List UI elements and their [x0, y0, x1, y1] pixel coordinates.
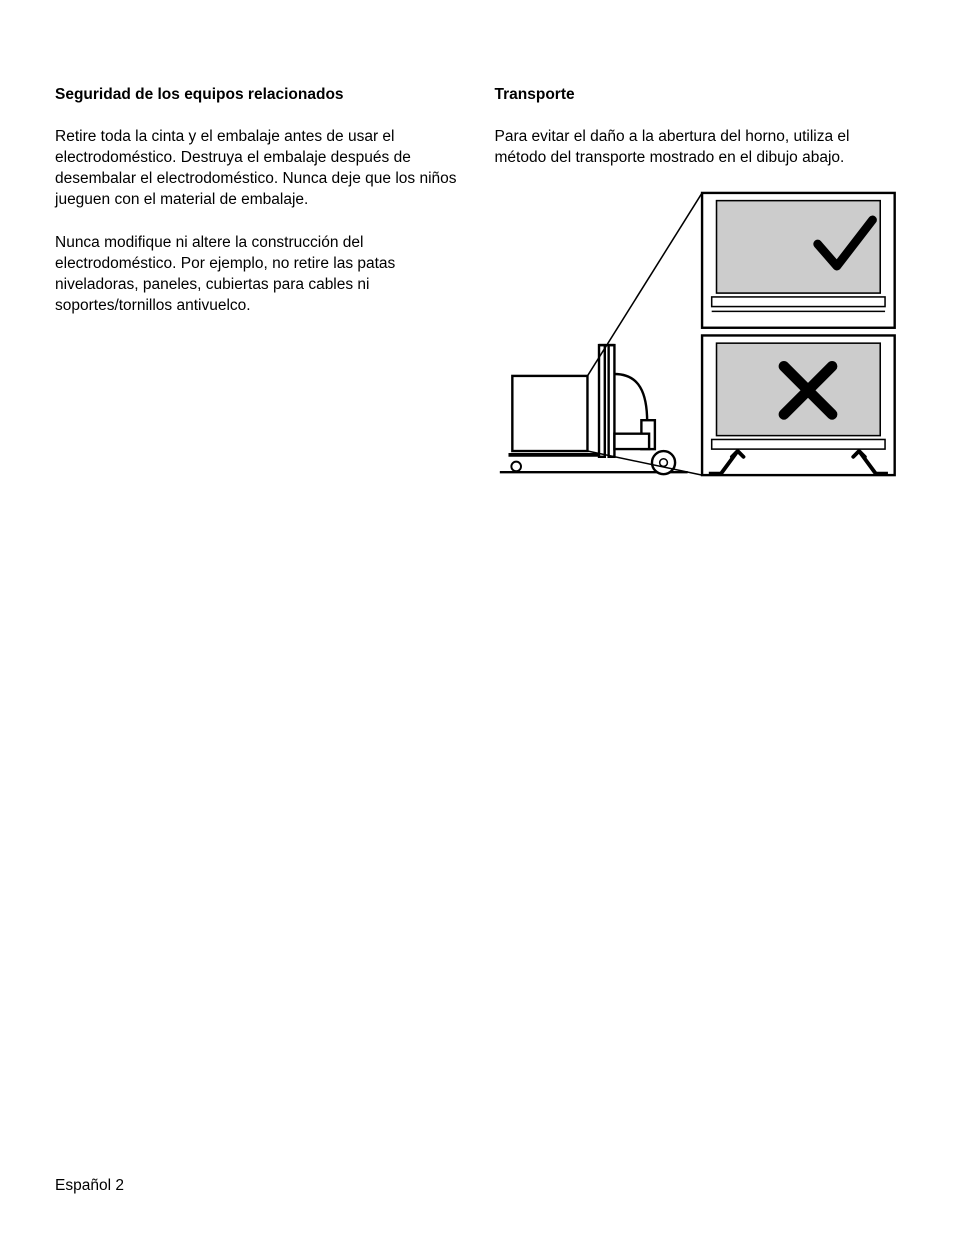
left-paragraph-2: Nunca modifique ni altere la construcció…	[55, 233, 460, 317]
document-page: Seguridad de los equipos relacionados Re…	[0, 0, 954, 1235]
page-footer: Español 2	[55, 1177, 124, 1195]
right-heading: Transporte	[495, 85, 900, 105]
left-paragraph-1: Retire toda la cinta y el embalaje antes…	[55, 127, 460, 211]
right-paragraph-1: Para evitar el daño a la abertura del ho…	[495, 127, 900, 169]
left-column: Seguridad de los equipos relacionados Re…	[55, 85, 460, 485]
left-heading: Seguridad de los equipos relacionados	[55, 85, 460, 105]
transport-diagram	[495, 191, 900, 485]
right-column: Transporte Para evitar el daño a la aber…	[495, 85, 900, 485]
two-column-layout: Seguridad de los equipos relacionados Re…	[55, 85, 899, 485]
